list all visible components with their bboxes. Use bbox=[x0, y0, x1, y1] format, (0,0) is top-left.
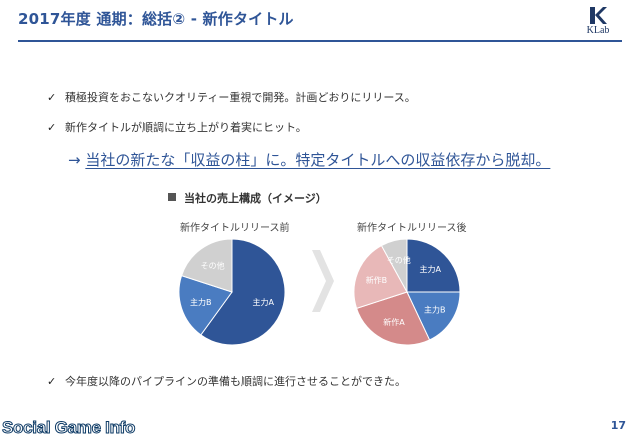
pie-slice-label: その他 bbox=[387, 255, 411, 265]
conclusion-text: 当社の新たな「収益の柱」に。特定タイトルへの収益依存から脱却。 bbox=[85, 151, 551, 169]
right-arrow-icon: → bbox=[68, 151, 81, 169]
pie-slice bbox=[180, 238, 233, 293]
pie-slice-label: 主力A bbox=[419, 264, 441, 274]
pie-slice-label: 新作A bbox=[383, 317, 405, 327]
pie-after-title: 新作タイトルリリース後 bbox=[357, 223, 467, 234]
chevron-right-icon bbox=[312, 250, 334, 312]
pie-chart-after: 主力A 主力B 新作A 新作B その他 bbox=[353, 238, 461, 346]
check-icon: ✓ bbox=[47, 91, 57, 104]
pie-slice-label: 主力B bbox=[190, 297, 212, 307]
check-icon: ✓ bbox=[47, 121, 57, 134]
pie-slice bbox=[353, 244, 408, 310]
section-heading-text: 当社の売上構成（イメージ） bbox=[184, 192, 327, 205]
pie-slice bbox=[178, 274, 233, 336]
title-divider bbox=[18, 40, 622, 42]
pie-slice-label: 主力A bbox=[253, 297, 275, 307]
pie-slice bbox=[355, 291, 431, 346]
pie-slice-label: 主力B bbox=[424, 305, 446, 315]
pie-before-title: 新作タイトルリリース前 bbox=[180, 223, 290, 234]
page-number: 17 bbox=[610, 419, 626, 432]
pie-slice-label: 新作B bbox=[366, 275, 388, 285]
section-heading: 当社の売上構成（イメージ） bbox=[168, 190, 327, 206]
klab-logo-text: KLab bbox=[586, 25, 610, 36]
bullet-text: 新作タイトルが順調に立ち上がり着実にヒット。 bbox=[65, 121, 307, 134]
bullet-item: ✓ 積極投資をおこないクオリティー重視で開発。計画どおりにリリース。 bbox=[47, 89, 416, 105]
pie-slice-label: その他 bbox=[201, 260, 225, 270]
bullet-item: ✓ 今年度以降のパイプラインの準備も順調に進行させることができた。 bbox=[47, 373, 406, 389]
bullet-item: ✓ 新作タイトルが順調に立ち上がり着実にヒット。 bbox=[47, 119, 307, 135]
klab-logo: KLab bbox=[573, 6, 623, 38]
conclusion-line: → 当社の新たな「収益の柱」に。特定タイトルへの収益依存から脱却。 bbox=[68, 149, 550, 170]
square-bullet-icon bbox=[168, 193, 176, 201]
pie-chart-before: 主力A 主力B その他 bbox=[178, 238, 286, 346]
pie-slice bbox=[380, 238, 408, 293]
bullet-text: 今年度以降のパイプラインの準備も順調に進行させることができた。 bbox=[65, 375, 406, 388]
pie-slice bbox=[406, 238, 461, 293]
watermark-text: Social Game Info bbox=[1, 418, 136, 438]
pie-slice bbox=[200, 238, 286, 346]
bullet-text: 積極投資をおこないクオリティー重視で開発。計画どおりにリリース。 bbox=[65, 91, 416, 104]
pie-slice bbox=[406, 291, 461, 341]
check-icon: ✓ bbox=[47, 375, 57, 388]
klab-logo-icon bbox=[590, 7, 607, 24]
slide-title: 2017年度 通期：総括② - 新作タイトル bbox=[18, 10, 294, 28]
